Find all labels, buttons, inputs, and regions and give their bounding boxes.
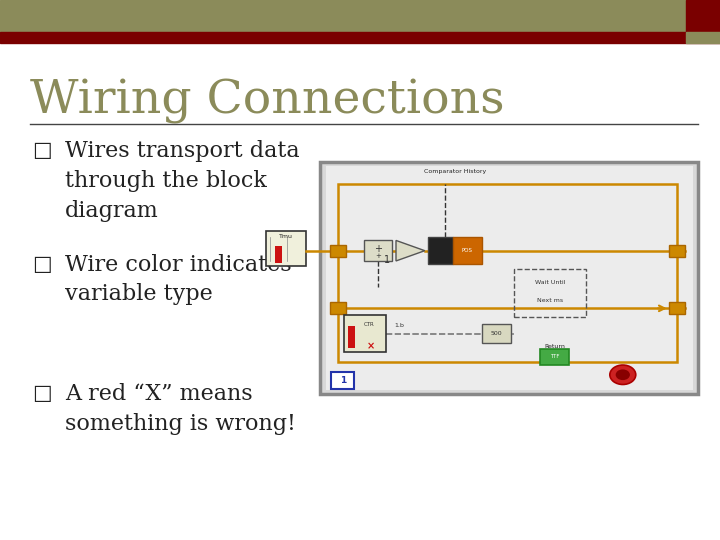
Text: □: □ [32, 383, 52, 403]
Text: □: □ [32, 140, 52, 160]
Circle shape [610, 365, 636, 384]
Bar [0, 32, 720, 43]
Circle shape [616, 369, 630, 380]
Bar [482, 324, 510, 343]
Text: CTR: CTR [364, 322, 374, 327]
Text: TTF: TTF [550, 354, 559, 360]
Text: 1: 1 [384, 255, 390, 265]
Bar [344, 315, 386, 352]
Text: A red “X” means
something is wrong!: A red “X” means something is wrong! [65, 383, 296, 435]
Text: □: □ [32, 254, 52, 274]
Bar [669, 302, 685, 314]
Text: Comparator History: Comparator History [424, 169, 487, 174]
Text: Next ms: Next ms [537, 298, 564, 303]
Text: Return: Return [544, 345, 565, 349]
Text: Wires transport data
through the block
diagram: Wires transport data through the block d… [65, 140, 300, 222]
Bar [326, 166, 693, 390]
Bar [330, 302, 346, 314]
Bar [266, 231, 306, 266]
Text: Wait Until: Wait Until [535, 280, 565, 285]
Bar [338, 184, 677, 362]
Text: +: + [375, 253, 381, 259]
Text: Wire color indicates
variable type: Wire color indicates variable type [65, 254, 292, 306]
Text: 500: 500 [490, 331, 502, 336]
Text: ×: × [367, 342, 375, 352]
Bar [686, 0, 720, 32]
Text: 1: 1 [340, 376, 346, 384]
Bar [330, 245, 346, 256]
Bar [364, 240, 392, 261]
Bar [331, 372, 354, 389]
Text: POS: POS [462, 248, 473, 253]
Text: Wiring Connections: Wiring Connections [30, 78, 505, 124]
Bar [275, 246, 282, 263]
Text: +: + [374, 244, 382, 254]
Bar [686, 32, 720, 43]
Bar [540, 349, 570, 364]
Bar [320, 162, 698, 394]
Bar [0, 0, 720, 32]
Bar [453, 237, 482, 264]
Text: 1.b: 1.b [395, 323, 405, 328]
Bar [514, 269, 586, 317]
Text: Tmu: Tmu [279, 234, 293, 239]
Bar [348, 326, 355, 348]
Bar [428, 237, 453, 264]
Bar [669, 245, 685, 256]
Polygon shape [396, 240, 425, 261]
